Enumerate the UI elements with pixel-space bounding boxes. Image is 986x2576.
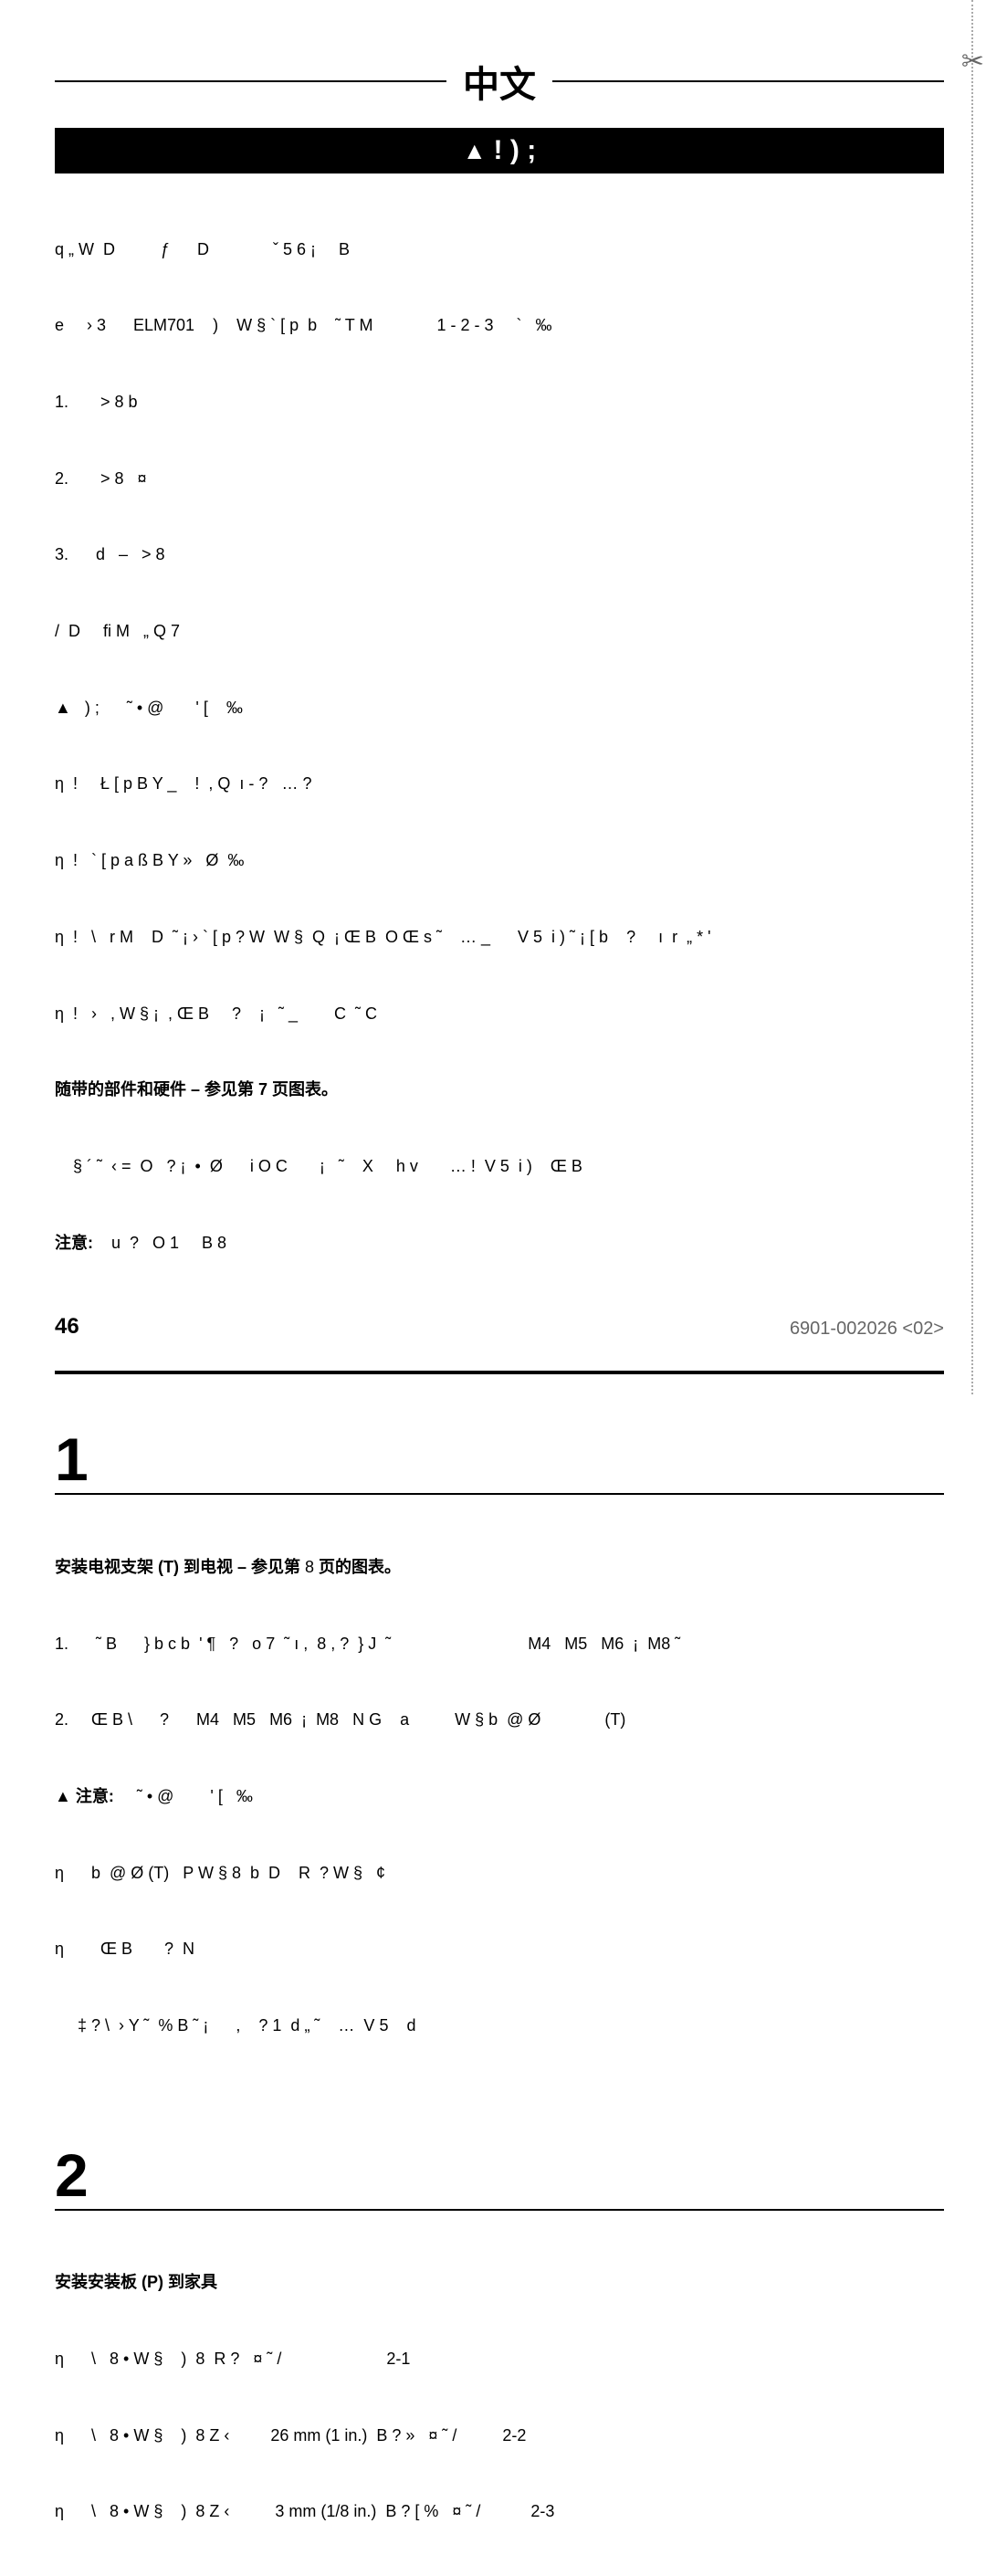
note-text: u ? O 1 B 8: [93, 1234, 226, 1252]
step1-line: 1. ˜ B } b c b ' ¶ ? o 7 ˜ ı , 8 , ? } J…: [55, 1632, 944, 1657]
main-line: η ! ` [ p a ß B Y » Ø ‰: [55, 848, 944, 874]
step1-content: 安装电视支架 (T) 到电视 – 参见第 8 页的图表。 1. ˜ B } b …: [55, 1504, 944, 2089]
scissors-icon: ✂: [961, 46, 984, 78]
main-line: 3. d – > 8: [55, 542, 944, 568]
page-frame: 中文 ▲ ! ) ; q „ W D ƒ D ˇ 5 6 ¡ B e › 3 E…: [55, 55, 944, 1340]
step-number: 2: [55, 2145, 944, 2205]
section-divider: [55, 1371, 944, 1374]
main-text-block: q „ W D ƒ D ˇ 5 6 ¡ B e › 3 ELM701 ) W §…: [55, 186, 944, 1307]
header-row: 中文: [55, 55, 944, 108]
step1-title-page: 8: [305, 1558, 314, 1576]
step2-line: η \ 8 • W § ) 8 Z ‹ 3 mm (1/8 in.) B ? […: [55, 2499, 944, 2525]
header-rule-left: [55, 80, 446, 82]
warning-triangle-icon: ▲: [463, 137, 487, 165]
step1-line: η b @ Ø (T) P W § 8 b D R ? W § ¢: [55, 1861, 944, 1887]
main-line: e › 3 ELM701 ) W § ` [ p b ˜ T M 1 - 2 -…: [55, 313, 944, 339]
step1-title-a: 安装电视支架 (T) 到电视 – 参见第: [55, 1558, 305, 1576]
warning-bar-text: ! ) ;: [494, 135, 537, 166]
main-line: η ! Ł [ p B Y _ ! , Q ı - ? … ?: [55, 772, 944, 797]
step2-line: η \ 8 • W § ) 8 R ? ¤ ˜ / 2-1: [55, 2347, 944, 2372]
language-title: 中文: [463, 55, 536, 108]
header-rule-right: [552, 80, 944, 82]
main-line: 1. > 8 b: [55, 390, 944, 415]
document-number: 6901-002026 <02>: [790, 1319, 944, 1340]
step1-caution: ▲ 注意: ˜ • @ ' [ ‰: [55, 1784, 944, 1810]
main-line: η ! › , W § ¡ , Œ B ? ¡ ˜ _ C ˜ C: [55, 1002, 944, 1027]
step1-line: 2. Œ B \ ? M4 M5 M6 ¡ M8 N G a W § b @ Ø…: [55, 1708, 944, 1733]
main-line: q „ W D ƒ D ˇ 5 6 ¡ B: [55, 237, 944, 263]
step2-content: 安装安装板 (P) 到家具 η \ 8 • W § ) 8 R ? ¤ ˜ / …: [55, 2220, 944, 2576]
step-rule: [55, 1493, 944, 1495]
page-number: 46: [55, 1314, 79, 1340]
step-rule: [55, 2209, 944, 2211]
main-line: η ! \ r M D ˜ ¡ › ` [ p ? W W § Q ¡ Œ B …: [55, 925, 944, 951]
main-line: ▲ ) ; ˜ • @ ' [ ‰: [55, 696, 944, 721]
caution-text: ˜ • @ ' [ ‰: [114, 1787, 253, 1805]
main-line: 2. > 8 ¤: [55, 467, 944, 492]
step-number: 1: [55, 1429, 944, 1489]
cut-guide-line: [971, 0, 973, 1394]
main-line: § ´ ˜ ‹ = O ? ¡ • Ø i O C ¡ ˜ X h v … ! …: [55, 1154, 944, 1180]
warning-bar: ▲ ! ) ;: [55, 128, 944, 173]
caution-label: ▲ 注意:: [55, 1787, 114, 1805]
parts-heading: 随带的部件和硬件 – 参见第 7 页图表。: [55, 1078, 944, 1103]
step2-title: 安装安装板 (P) 到家具: [55, 2270, 944, 2296]
step1-title: 安装电视支架 (T) 到电视 – 参见第 8 页的图表。: [55, 1555, 944, 1581]
main-line: / D fi M „ Q 7: [55, 619, 944, 645]
note-line: 注意: u ? O 1 B 8: [55, 1231, 944, 1256]
step2-line: η \ 8 • W § ) 8 Z ‹ 26 mm (1 in.) B ? » …: [55, 2424, 944, 2449]
step1-line: ‡ ? \ › Y ˜ % B ˜ ¡ , ? 1 d „ ˜ … V 5 d: [55, 2013, 944, 2039]
step1-title-b: 页的图表。: [314, 1558, 401, 1576]
step1-line: η Œ B ? N: [55, 1937, 944, 1962]
note-label: 注意:: [55, 1234, 93, 1252]
